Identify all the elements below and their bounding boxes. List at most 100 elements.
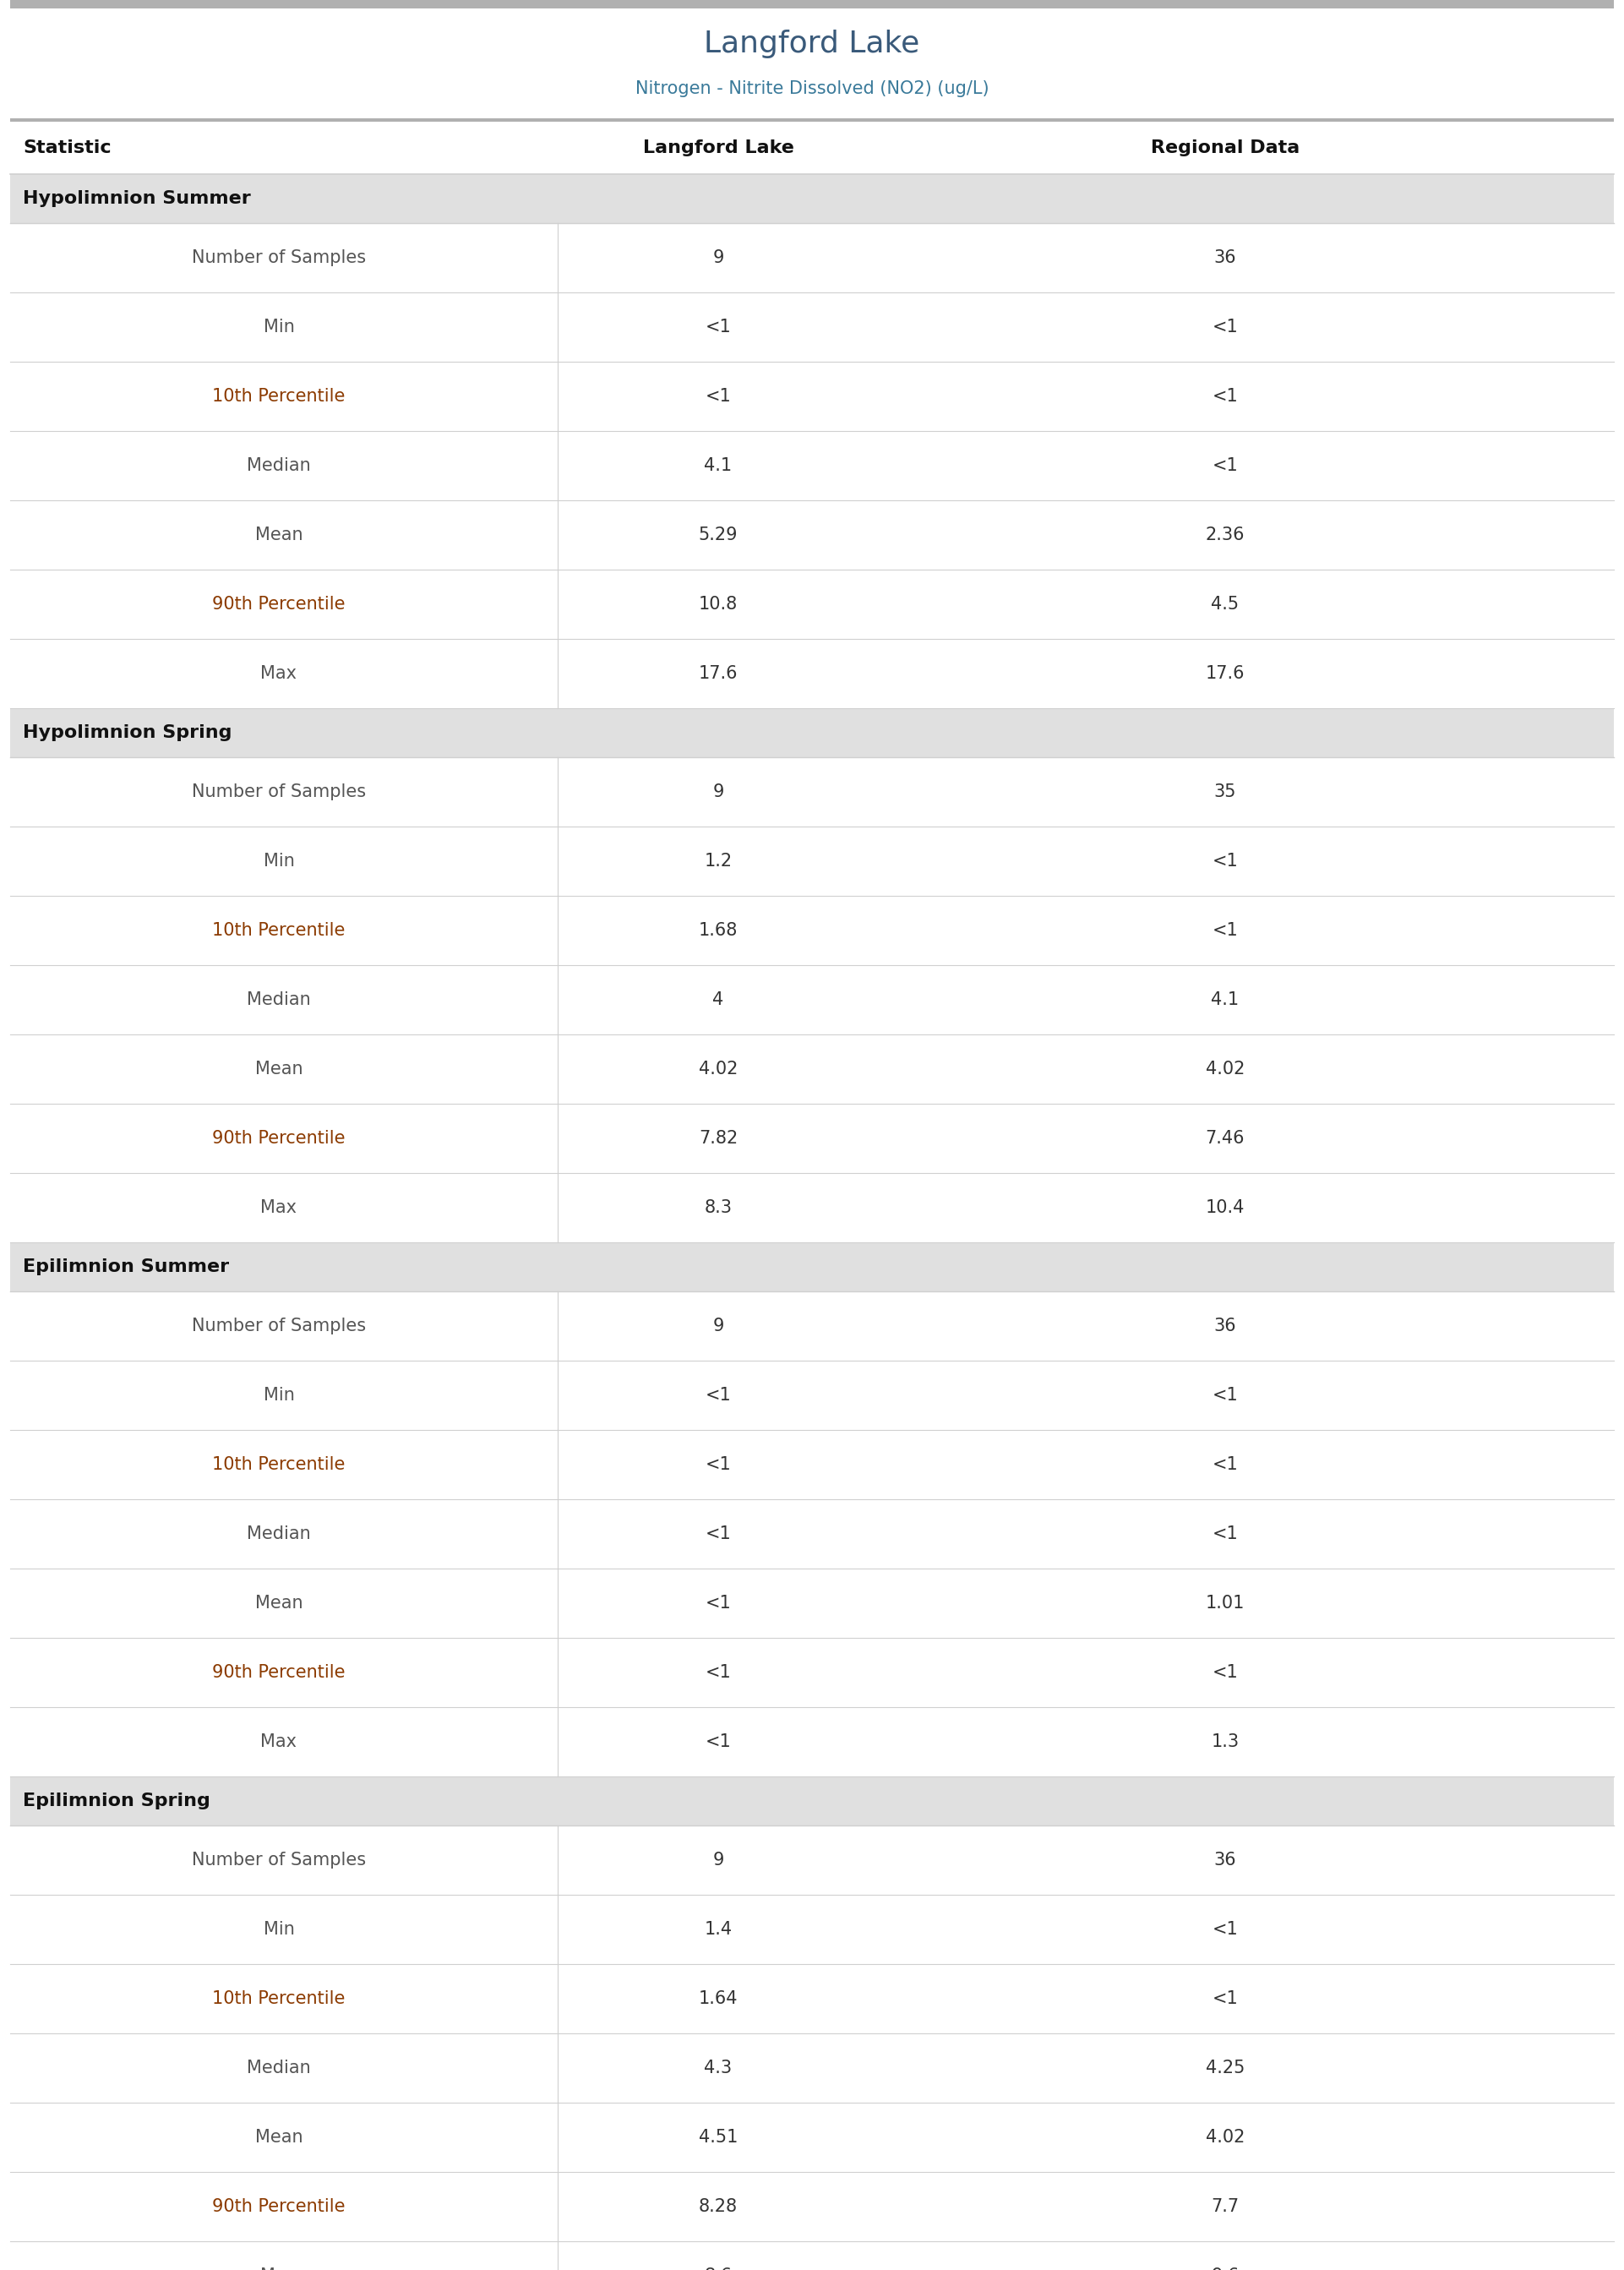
Text: 1.01: 1.01 xyxy=(1205,1596,1244,1612)
Bar xyxy=(10,1825,1614,1895)
Bar xyxy=(10,2172,1614,2240)
Text: Mean: Mean xyxy=(255,1596,302,1612)
Bar xyxy=(10,1360,1614,1430)
Text: Nitrogen - Nitrite Dissolved (NO2) (ug/L): Nitrogen - Nitrite Dissolved (NO2) (ug/L… xyxy=(635,79,989,98)
Bar xyxy=(10,499,1614,570)
Text: 4.25: 4.25 xyxy=(1205,2059,1244,2077)
Text: 9: 9 xyxy=(713,1852,724,1868)
Bar xyxy=(10,1430,1614,1498)
Bar xyxy=(10,1292,1614,1360)
Text: <1: <1 xyxy=(1212,318,1237,336)
Bar xyxy=(10,1103,1614,1174)
Bar xyxy=(10,361,1614,431)
Text: Mean: Mean xyxy=(255,527,302,543)
Text: 7.82: 7.82 xyxy=(698,1130,737,1146)
Text: 7.46: 7.46 xyxy=(1205,1130,1246,1146)
Text: <1: <1 xyxy=(1212,1525,1237,1541)
Bar xyxy=(10,1498,1614,1569)
Text: 7.7: 7.7 xyxy=(1212,2197,1239,2216)
Text: Number of Samples: Number of Samples xyxy=(192,250,365,266)
Text: Max: Max xyxy=(261,2268,297,2270)
Bar xyxy=(10,897,1614,965)
Bar xyxy=(10,1777,1614,1825)
Text: 4.02: 4.02 xyxy=(1205,1060,1244,1078)
Bar xyxy=(10,1174,1614,1242)
Text: Regional Data: Regional Data xyxy=(1151,138,1299,157)
Text: <1: <1 xyxy=(1212,1387,1237,1403)
Text: Langford Lake: Langford Lake xyxy=(643,138,794,157)
Text: 9: 9 xyxy=(713,250,724,266)
Text: Number of Samples: Number of Samples xyxy=(192,783,365,801)
Text: 90th Percentile: 90th Percentile xyxy=(213,595,346,613)
Text: Max: Max xyxy=(261,665,297,681)
Text: Min: Min xyxy=(263,1920,294,1939)
Text: 90th Percentile: 90th Percentile xyxy=(213,1130,346,1146)
Bar xyxy=(10,570,1614,638)
Text: 36: 36 xyxy=(1213,1317,1236,1335)
Text: 1.4: 1.4 xyxy=(705,1920,732,1939)
Bar xyxy=(10,1569,1614,1639)
Text: 35: 35 xyxy=(1215,783,1236,801)
Text: 90th Percentile: 90th Percentile xyxy=(213,2197,346,2216)
Text: Median: Median xyxy=(247,1525,310,1541)
Bar xyxy=(10,1895,1614,1964)
Text: 1.3: 1.3 xyxy=(1212,1734,1239,1750)
Text: 10th Percentile: 10th Percentile xyxy=(213,1455,346,1473)
Text: <1: <1 xyxy=(1212,388,1237,404)
Text: Min: Min xyxy=(263,1387,294,1403)
Bar xyxy=(10,175,1614,222)
Text: 9.6: 9.6 xyxy=(1212,2268,1239,2270)
Text: 4.02: 4.02 xyxy=(698,1060,737,1078)
Bar xyxy=(10,431,1614,499)
Text: 9: 9 xyxy=(713,1317,724,1335)
Text: 8.3: 8.3 xyxy=(705,1199,732,1217)
Text: <1: <1 xyxy=(705,1734,731,1750)
Text: 10th Percentile: 10th Percentile xyxy=(213,922,346,940)
Bar xyxy=(10,708,1614,758)
Text: Hypolimnion Summer: Hypolimnion Summer xyxy=(23,191,250,207)
Bar xyxy=(10,222,1614,293)
Text: 1.2: 1.2 xyxy=(705,854,732,869)
Text: Mean: Mean xyxy=(255,2129,302,2145)
Text: 4.5: 4.5 xyxy=(1212,595,1239,613)
Text: Min: Min xyxy=(263,318,294,336)
Text: 4.51: 4.51 xyxy=(698,2129,737,2145)
Text: Min: Min xyxy=(263,854,294,869)
Text: 2.36: 2.36 xyxy=(1205,527,1246,543)
Text: <1: <1 xyxy=(705,1525,731,1541)
Bar xyxy=(10,2034,1614,2102)
Text: 8.6: 8.6 xyxy=(705,2268,732,2270)
Bar xyxy=(10,1964,1614,2034)
Text: Epilimnion Summer: Epilimnion Summer xyxy=(23,1258,229,1276)
Text: 17.6: 17.6 xyxy=(1205,665,1246,681)
Text: <1: <1 xyxy=(705,1664,731,1682)
Text: 1.68: 1.68 xyxy=(698,922,737,940)
Text: Hypolimnion Spring: Hypolimnion Spring xyxy=(23,724,232,742)
Text: 10th Percentile: 10th Percentile xyxy=(213,1991,346,2007)
Text: 9: 9 xyxy=(713,783,724,801)
Text: Median: Median xyxy=(247,992,310,1008)
Text: Max: Max xyxy=(261,1199,297,1217)
Text: Epilimnion Spring: Epilimnion Spring xyxy=(23,1793,209,1809)
Bar xyxy=(10,1707,1614,1777)
Bar xyxy=(10,638,1614,708)
Text: <1: <1 xyxy=(705,1387,731,1403)
Text: 36: 36 xyxy=(1213,250,1236,266)
Text: 4.1: 4.1 xyxy=(1212,992,1239,1008)
Bar xyxy=(10,123,1614,175)
Bar xyxy=(10,9,1614,118)
Bar xyxy=(10,965,1614,1035)
Text: <1: <1 xyxy=(705,388,731,404)
Text: <1: <1 xyxy=(705,1455,731,1473)
Text: 17.6: 17.6 xyxy=(698,665,737,681)
Bar xyxy=(10,0,1614,9)
Bar xyxy=(10,118,1614,123)
Text: <1: <1 xyxy=(1212,922,1237,940)
Text: 4: 4 xyxy=(713,992,724,1008)
Bar xyxy=(10,293,1614,361)
Text: 10th Percentile: 10th Percentile xyxy=(213,388,346,404)
Text: Median: Median xyxy=(247,2059,310,2077)
Bar xyxy=(10,826,1614,897)
Bar xyxy=(10,2240,1614,2270)
Text: 10.4: 10.4 xyxy=(1205,1199,1244,1217)
